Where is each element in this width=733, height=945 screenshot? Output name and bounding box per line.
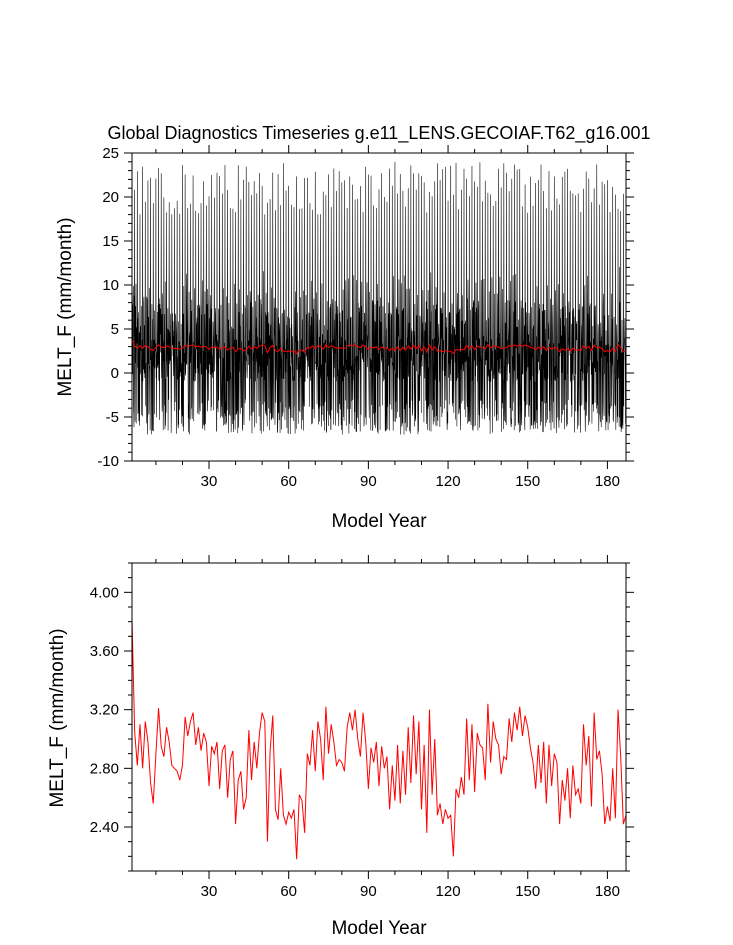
bottom-y-axis-label: MELT_F (mm/month) (47, 628, 68, 807)
bottom-x-axis-label: Model Year (331, 918, 427, 939)
top-y-tick-label: 10 (102, 277, 119, 294)
bottom-x-tick-label: 180 (595, 883, 620, 900)
top-x-tick-label: 60 (280, 473, 297, 490)
bottom-x-tick-label: 90 (360, 883, 377, 900)
bottom-y-tick-label: 4.00 (90, 584, 119, 601)
top-x-tick-label: 30 (201, 473, 218, 490)
top-plot-area: 30 60 90 120 150 180 -10 -5 0 5 10 15 20 25 (97, 145, 634, 490)
top-x-tick-label: 120 (436, 473, 461, 490)
bottom-plot-frame (131, 562, 627, 872)
annual-mean-series-line (132, 339, 626, 355)
bottom-y-tick-label: 3.20 (90, 702, 119, 719)
top-y-tick-label: 5 (111, 321, 119, 338)
top-panel: Global Diagnostics Timeseries g.e11_LENS… (55, 123, 650, 532)
top-x-tick-label: 180 (595, 473, 620, 490)
bottom-x-tick-label: 60 (280, 883, 297, 900)
bottom-x-tick-label: 30 (201, 883, 218, 900)
bottom-y-tick-label: 2.80 (90, 760, 119, 777)
top-x-tick-label: 90 (360, 473, 377, 490)
annual-mean-series-line (132, 618, 626, 860)
top-plot-frame (131, 152, 627, 462)
top-y-tick-label: 20 (102, 189, 119, 206)
top-y-tick-label: -10 (97, 453, 119, 470)
top-y-tick-label: 0 (111, 365, 119, 382)
bottom-y-tick-label: 2.40 (90, 819, 119, 836)
top-chart-title: Global Diagnostics Timeseries g.e11_LENS… (108, 123, 651, 144)
bottom-y-tick-label: 3.60 (90, 643, 119, 660)
bottom-panel: 30 60 90 120 150 180 2.40 2.80 3.20 3.60 4.00 Mode… (47, 555, 634, 939)
top-y-tick-label: 25 (102, 145, 119, 162)
monthly-series-line (132, 161, 626, 435)
bottom-series-group (132, 618, 626, 860)
top-series-group (132, 161, 626, 435)
bottom-plot-area: 30 60 90 120 150 180 2.40 2.80 3.20 3.60 4.00 (90, 555, 634, 900)
top-x-tick-label: 150 (515, 473, 540, 490)
top-y-axis-label: MELT_F (mm/month) (55, 217, 76, 396)
top-y-tick-label: -5 (106, 409, 119, 426)
top-x-axis-label: Model Year (331, 511, 427, 532)
top-y-tick-label: 15 (102, 233, 119, 250)
bottom-x-tick-label: 120 (436, 883, 461, 900)
bottom-x-tick-label: 150 (515, 883, 540, 900)
